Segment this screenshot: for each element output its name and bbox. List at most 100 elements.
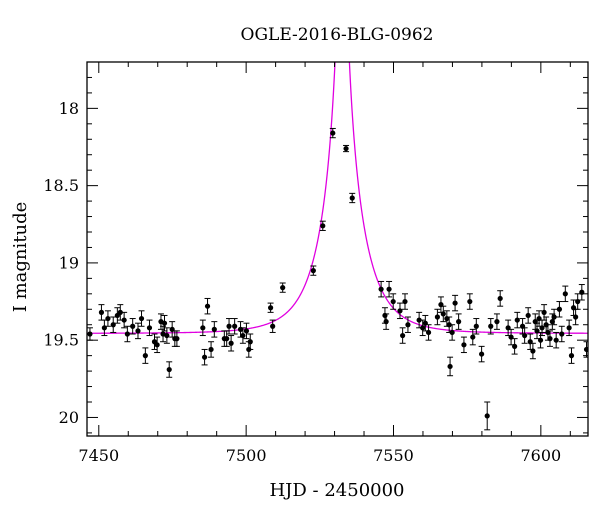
data-marker (497, 295, 503, 302)
x-tick-label: 7500 (226, 446, 267, 465)
data-marker (224, 336, 230, 342)
data-marker (467, 298, 473, 305)
data-marker (201, 354, 208, 360)
data-point (514, 311, 521, 329)
data-marker (200, 325, 206, 331)
axis-ticks (87, 62, 588, 436)
data-point (279, 282, 286, 293)
data-point (484, 401, 491, 431)
data-marker (142, 353, 148, 359)
data-point (343, 144, 350, 153)
data-point (401, 293, 408, 310)
data-marker (232, 323, 238, 329)
data-point (537, 331, 544, 349)
data-point (529, 342, 536, 360)
data-point (511, 338, 518, 355)
y-tick-label: 19.5 (43, 331, 79, 350)
data-point (378, 280, 385, 298)
data-point (478, 345, 485, 363)
data-point (469, 328, 476, 346)
data-point (163, 327, 170, 344)
data-point (487, 318, 494, 335)
data-point (558, 325, 565, 343)
data-marker (420, 325, 426, 331)
y-tick-label: 18.5 (43, 176, 79, 195)
data-point (452, 294, 459, 312)
x-axis-label: HJD - 2450000 (269, 480, 404, 501)
data-point (505, 319, 512, 337)
data-marker (247, 339, 253, 345)
data-marker (522, 332, 528, 339)
data-marker (204, 303, 211, 309)
data-marker (174, 336, 180, 342)
data-point (583, 341, 588, 358)
data-marker (135, 328, 141, 334)
y-axis-label: I magnitude (10, 202, 31, 313)
data-marker (553, 337, 559, 343)
data-point (319, 220, 326, 231)
data-point (551, 308, 558, 326)
data-point (310, 265, 317, 276)
data-marker (280, 285, 286, 291)
data-point (527, 333, 534, 350)
data-marker (154, 342, 160, 348)
data-point (211, 321, 218, 338)
data-marker (349, 195, 355, 201)
data-point (269, 319, 276, 333)
data-marker (405, 322, 411, 328)
y-tick-label: 20 (59, 408, 79, 427)
data-point (449, 324, 456, 341)
data-marker (525, 312, 531, 319)
data-point (455, 313, 462, 330)
data-point (87, 327, 93, 341)
data-marker (583, 346, 588, 353)
data-point (161, 314, 168, 332)
x-tick-label: 7550 (373, 446, 414, 465)
data-point (146, 319, 153, 337)
data-point (521, 327, 528, 344)
data-marker (98, 309, 105, 315)
data-marker (488, 323, 494, 329)
data-point (508, 328, 515, 346)
data-point (104, 310, 111, 327)
data-marker (390, 298, 396, 305)
data-point (578, 284, 585, 301)
data-point (553, 331, 560, 349)
data-marker (330, 130, 336, 136)
data-marker (470, 334, 476, 340)
data-marker (228, 340, 234, 346)
data-marker (452, 300, 458, 306)
data-point (425, 324, 432, 341)
data-marker (386, 286, 392, 292)
plot-area (87, 62, 588, 431)
data-marker (268, 305, 274, 311)
tick-labels: 7450 7500 7550 7600 18 18.5 19 19.5 20 (43, 99, 561, 465)
data-marker (434, 314, 441, 320)
data-point (440, 305, 447, 323)
data-marker (211, 326, 217, 332)
data-marker (124, 331, 130, 337)
data-point (204, 297, 211, 315)
data-point (124, 325, 131, 343)
data-point (566, 319, 573, 337)
plot-frame (86, 61, 589, 437)
data-marker (573, 314, 579, 320)
data-point (493, 313, 500, 330)
data-marker (556, 306, 563, 312)
data-marker (343, 145, 349, 152)
data-marker (161, 320, 168, 326)
data-point (169, 321, 176, 338)
data-point (466, 293, 473, 310)
data-marker (240, 332, 246, 339)
data-marker (402, 298, 408, 305)
data-marker (320, 223, 326, 229)
data-point (568, 347, 575, 364)
data-point (201, 348, 208, 366)
data-point (223, 330, 230, 347)
data-point (419, 319, 426, 337)
data-point (404, 316, 411, 333)
data-marker (547, 336, 553, 342)
data-point (134, 322, 141, 340)
data-point (114, 307, 121, 324)
